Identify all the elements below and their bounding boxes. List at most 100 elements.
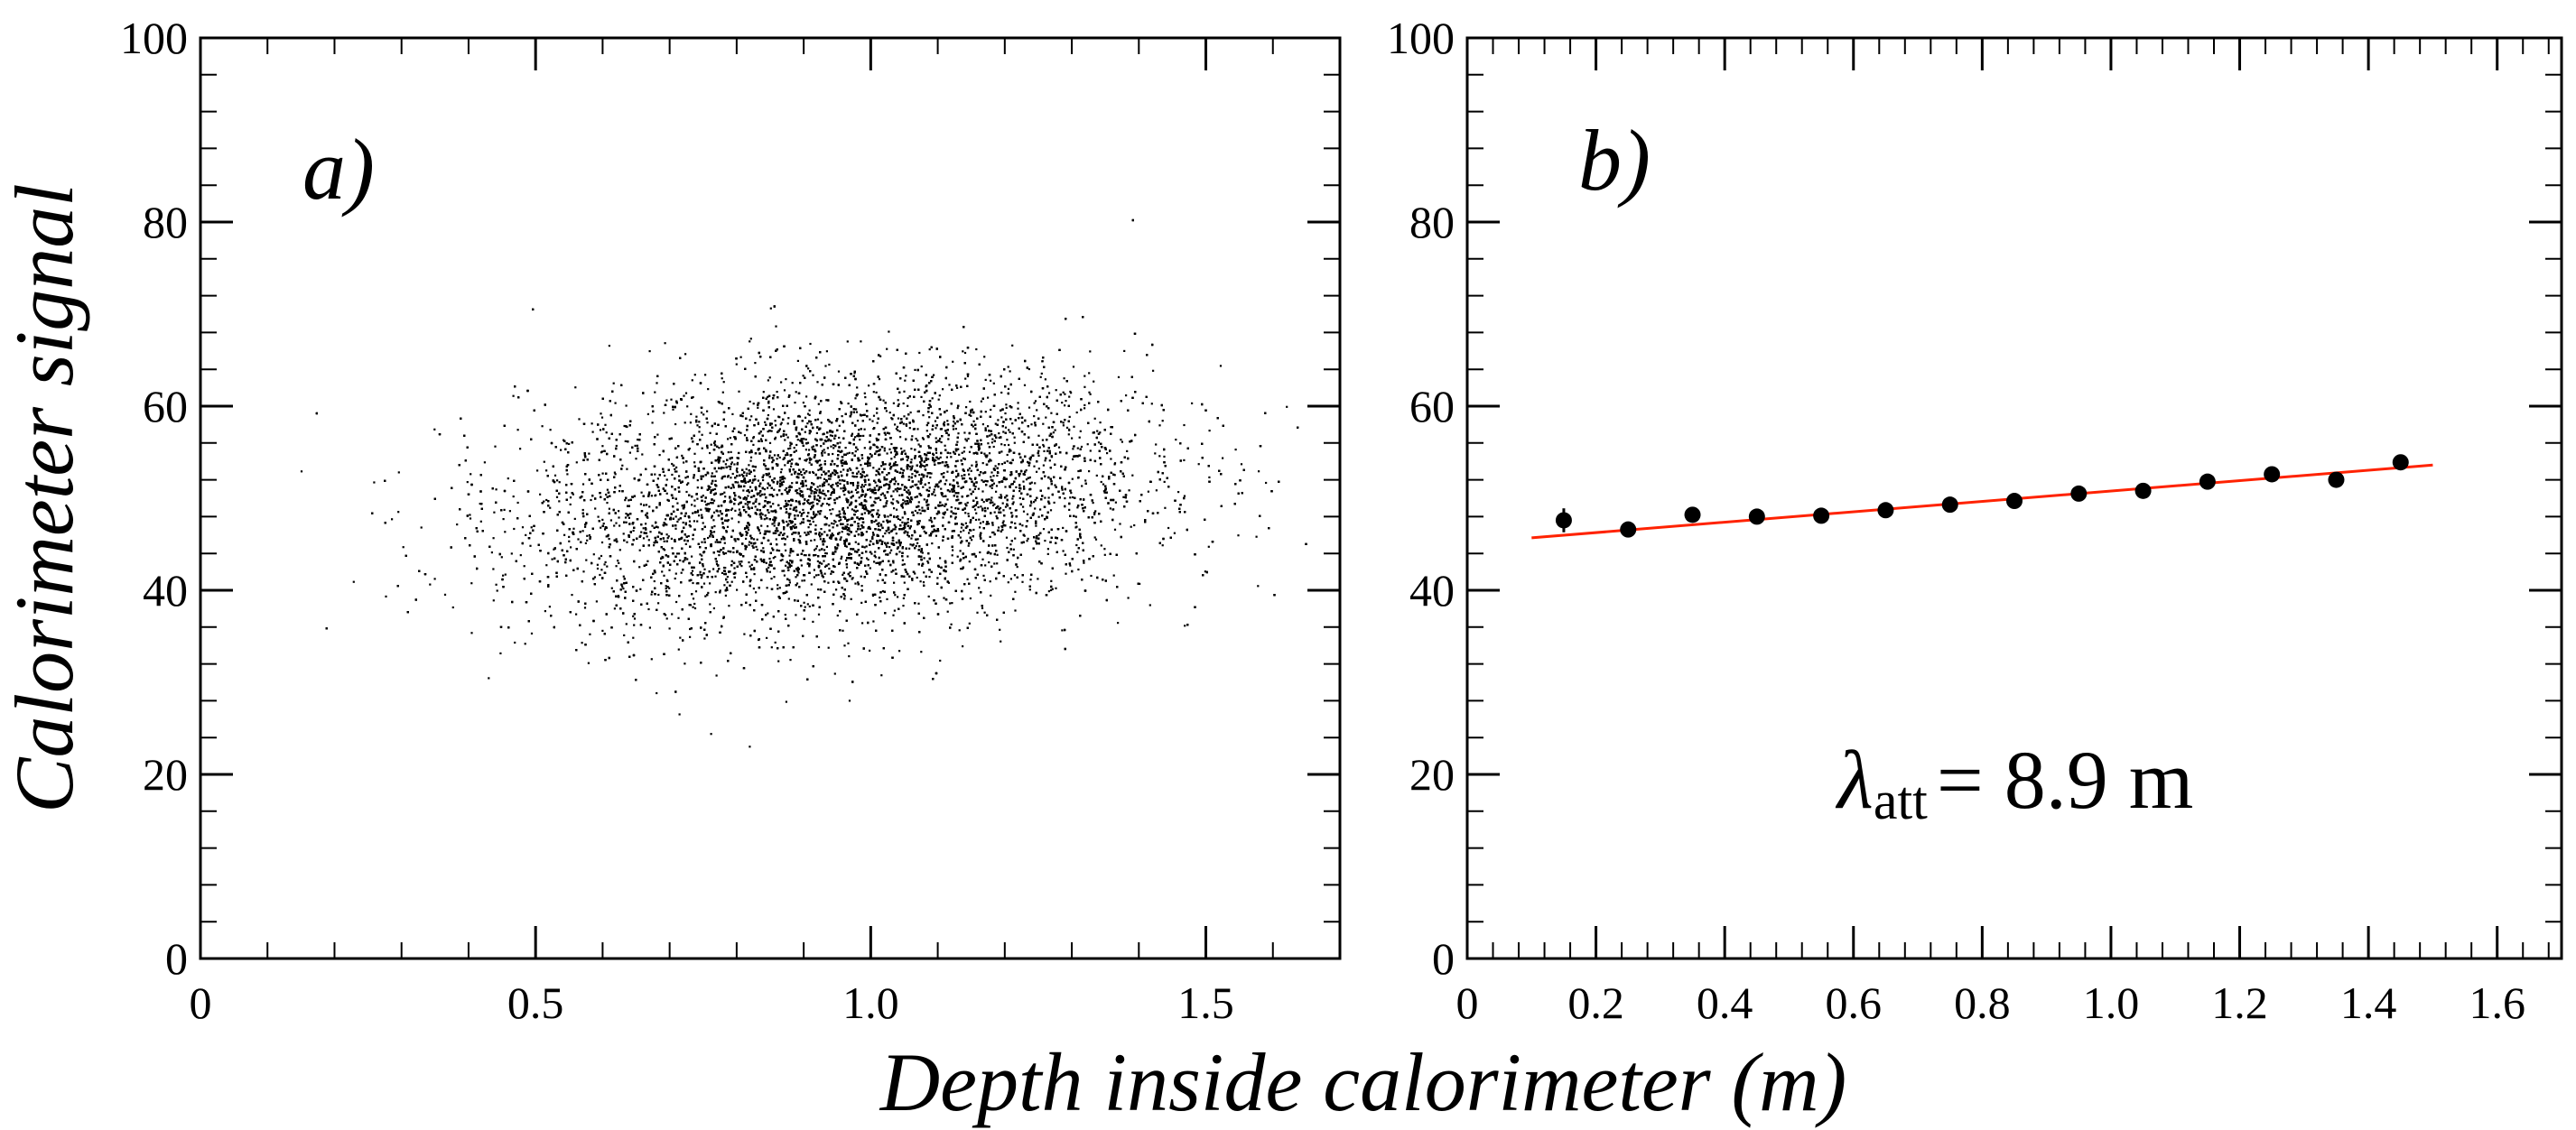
scatter-point [889,451,892,454]
scatter-point [765,561,767,564]
scatter-point [1089,350,1092,353]
scatter-point [656,382,658,384]
scatter-point [1086,443,1089,446]
scatter-point [979,551,981,554]
scatter-point [856,420,860,422]
scatter-point [901,506,904,509]
scatter-point [692,538,694,541]
scatter-point [946,610,949,613]
scatter-point [730,508,732,512]
scatter-point [840,536,842,539]
scatter-point [716,550,720,552]
scatter-point [892,498,895,501]
scatter-point [1009,543,1012,546]
scatter-point [730,560,733,562]
scatter-point [788,514,791,517]
scatter-point [992,382,995,384]
scatter-point [1034,482,1037,485]
scatter-point [523,565,525,568]
scatter-point [622,533,625,535]
scatter-point [679,636,682,639]
scatter-point [1072,496,1074,499]
scatter-point [772,557,775,560]
scatter-point [1014,509,1017,512]
scatter-point [688,523,691,526]
scatter-point [1072,366,1075,368]
scatter-point [615,538,618,541]
scatter-point [814,539,816,542]
scatter-point [738,503,740,505]
scatter-point [784,439,786,441]
scatter-point [958,453,961,456]
scatter-point [946,508,949,511]
scatter-point [966,501,969,505]
scatter-point [1029,579,1032,581]
scatter-point [641,453,644,456]
scatter-point [1068,508,1071,511]
scatter-point [1090,574,1093,578]
scatter-point [712,531,716,533]
scatter-point [970,414,972,417]
scatter-point [1073,425,1075,428]
scatter-point [1014,590,1017,593]
scatter-point [1061,629,1064,632]
scatter-point [806,514,809,518]
scatter-point [820,463,823,466]
scatter-point [1035,524,1037,527]
scatter-point [1011,514,1014,517]
scatter-point [608,538,610,541]
scatter-point [665,492,668,495]
scatter-point [902,402,905,405]
scatter-point [938,512,941,514]
scatter-point [947,581,950,584]
scatter-point [1052,431,1055,434]
scatter-point [692,573,694,577]
scatter-point [656,433,659,436]
scatter-point [1103,548,1106,551]
scatter-point [795,470,797,473]
scatter-point [1121,440,1123,443]
scatter-point [814,524,817,527]
scatter-point [722,616,725,619]
scatter-point [910,458,913,461]
scatter-point [806,502,810,505]
scatter-point [785,454,787,457]
scatter-point [624,499,627,502]
scatter-point [927,482,930,485]
scatter-point [772,503,775,505]
scatter-point [752,443,755,446]
scatter-point [1158,455,1161,458]
scatter-point [800,564,803,567]
scatter-point [737,481,739,484]
scatter-point [802,482,804,485]
scatter-point [988,560,990,564]
scatter-point [867,559,870,561]
scatter-point [692,581,694,585]
scatter-point [1018,475,1020,477]
scatter-point [970,477,972,480]
scatter-point [747,504,749,506]
scatter-point [502,518,505,521]
scatter-point [711,516,713,519]
scatter-point [778,456,781,458]
scatter-point [911,465,914,468]
scatter-point [676,552,679,555]
scatter-point [698,514,701,517]
scatter-point [703,500,706,503]
scatter-point [693,461,696,464]
scatter-point [928,519,931,522]
scatter-point [1237,534,1240,537]
scatter-point [927,445,930,448]
scatter-point [787,490,790,493]
scatter-point [780,468,783,471]
scatter-point [832,484,834,486]
scatter-point [745,533,748,536]
scatter-point [1007,387,1010,390]
scatter-point [1010,515,1013,518]
scatter-point [767,486,769,489]
scatter-point [860,340,862,343]
scatter-point [903,524,906,527]
scatter-point [1093,536,1096,539]
scatter-point [838,436,841,440]
scatter-point [813,569,815,571]
